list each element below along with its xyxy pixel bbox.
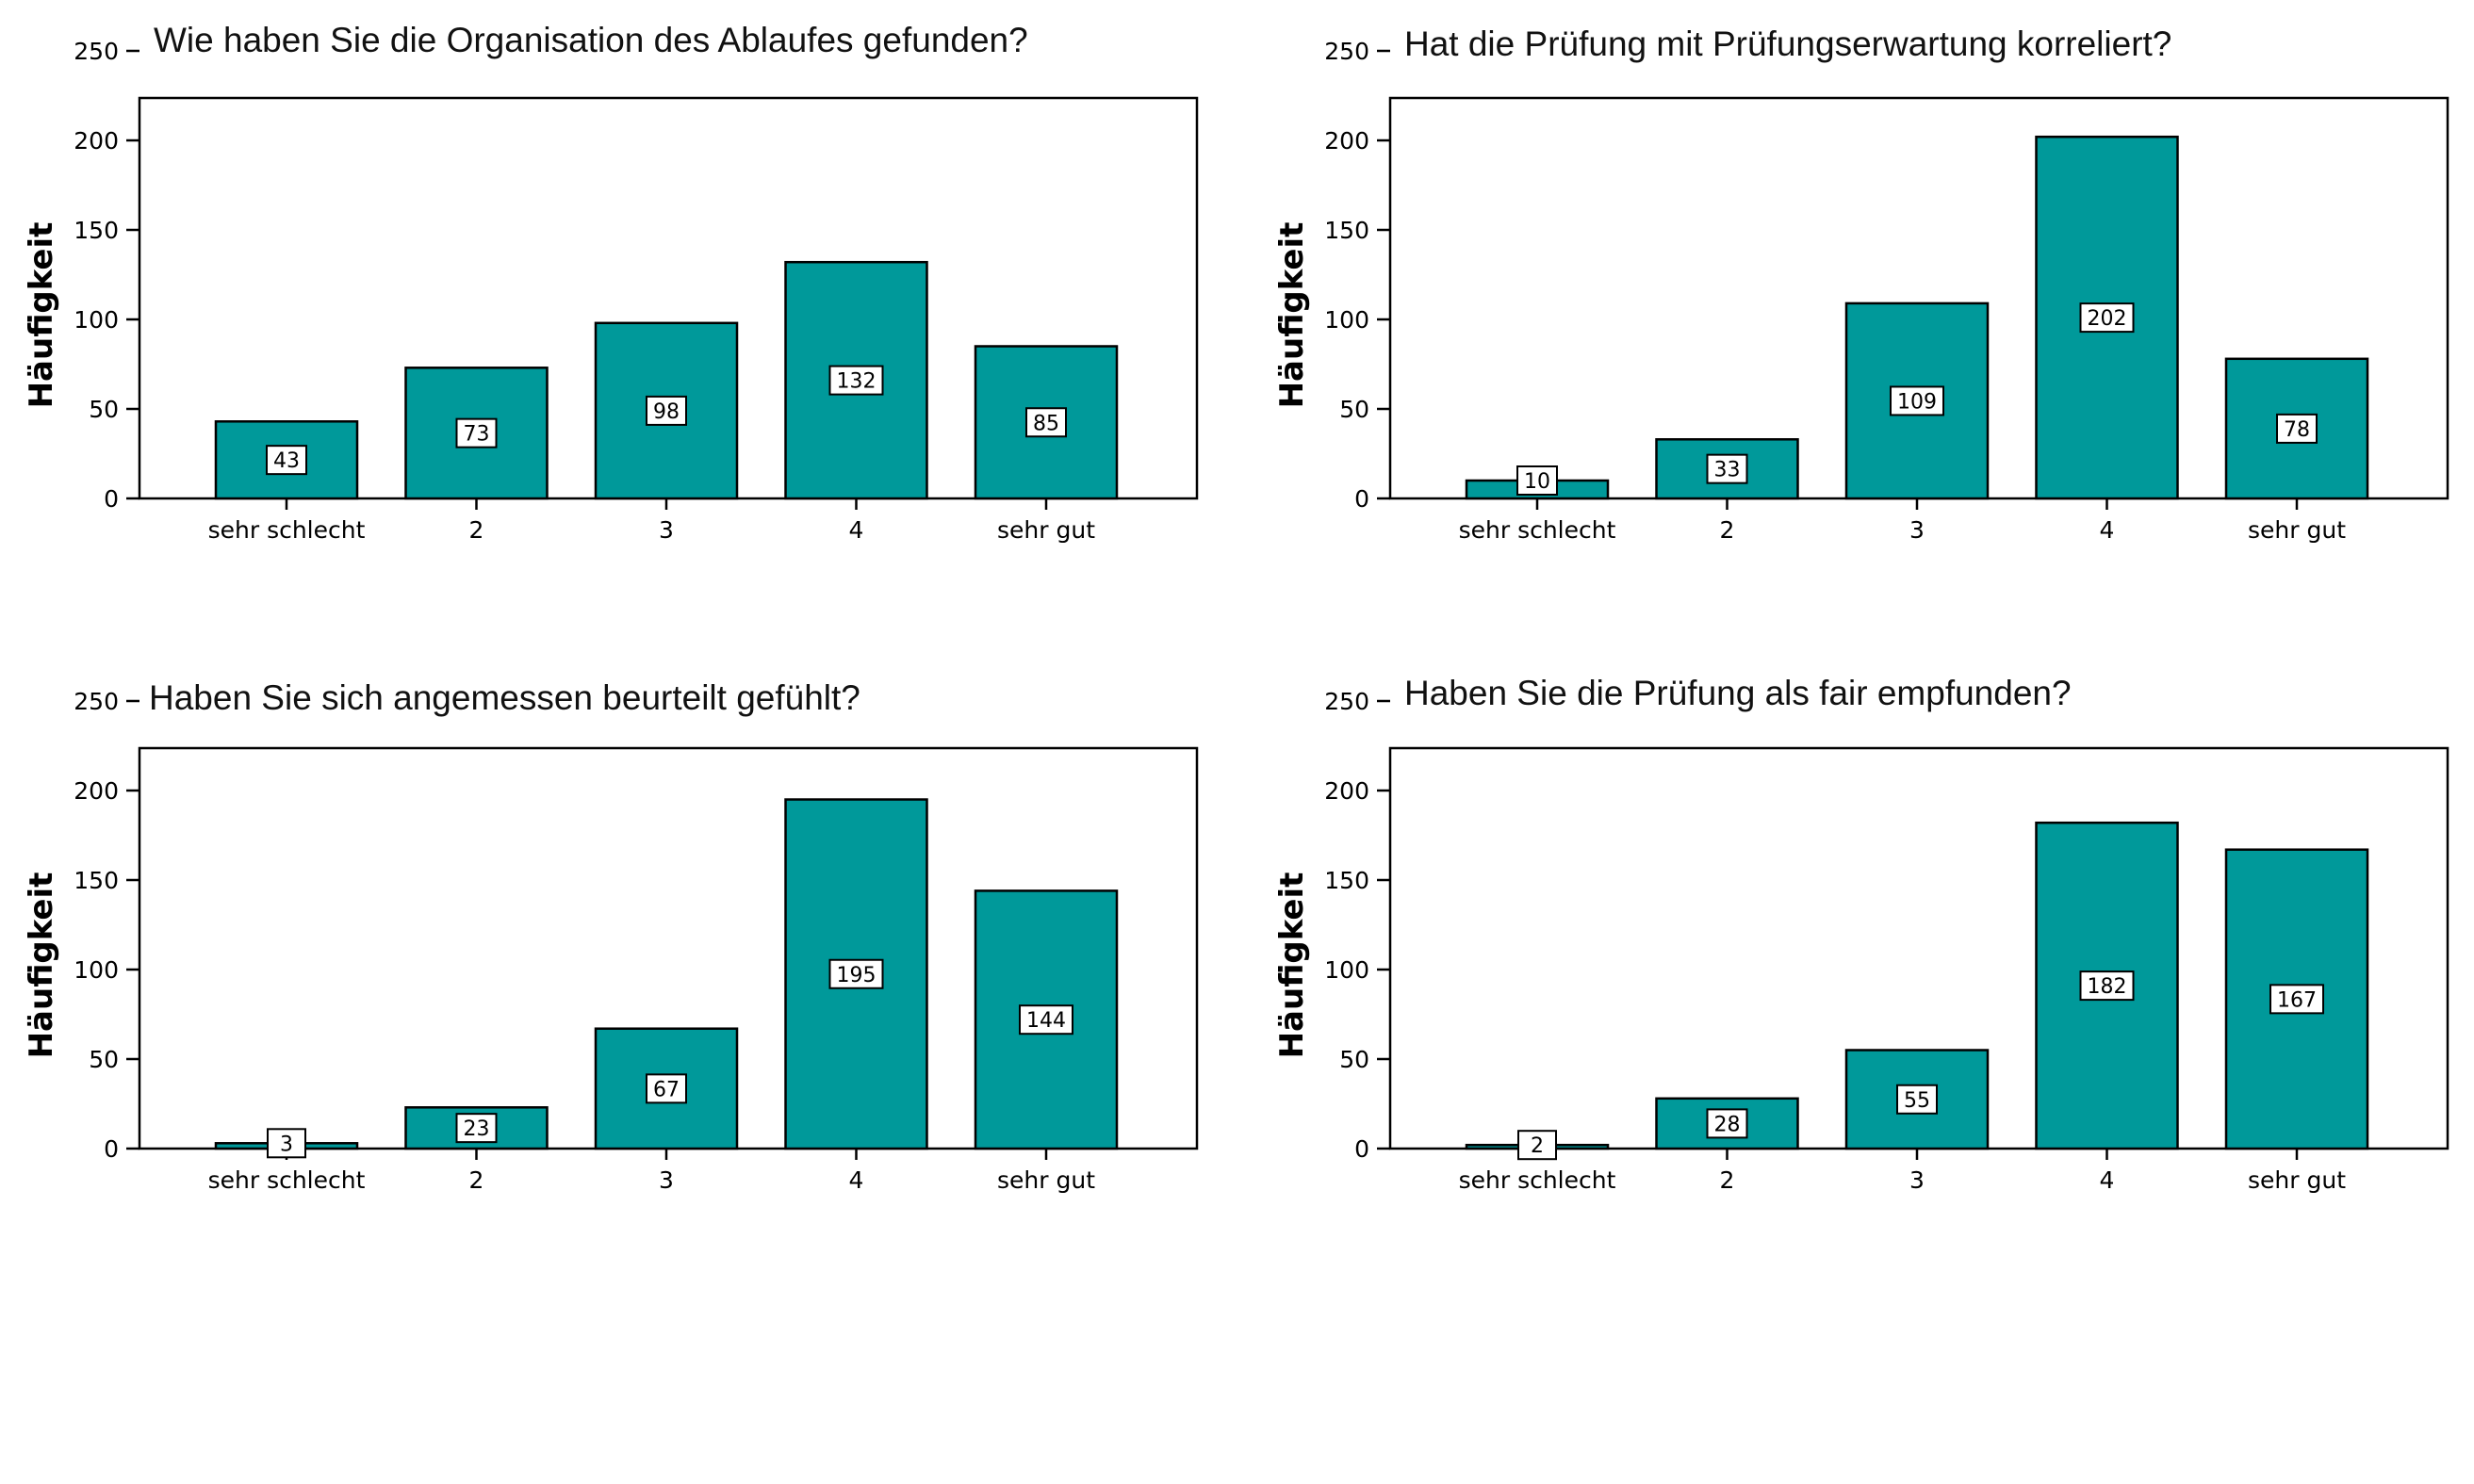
chart-title: Wie haben Sie die Organisation des Ablau… [154, 21, 1028, 59]
chart-title: Haben Sie sich angemessen beurteilt gefü… [149, 678, 860, 717]
y-tick-label: 100 [1324, 956, 1369, 984]
x-tick-label: sehr gut [2248, 1166, 2346, 1194]
y-tick-label: 200 [1324, 777, 1369, 805]
y-tick-label: 100 [74, 306, 119, 334]
data-label: 10 [1524, 470, 1550, 494]
data-label: 167 [2277, 988, 2317, 1012]
data-label-box [1516, 465, 1558, 496]
x-tick-label: 4 [2100, 516, 2115, 544]
y-axis-label: Häufigkeit [1273, 872, 1311, 1059]
bar-chart: 0 50 100 150 200 250 Häufigkeit sehr schlecht 2 2… [1273, 688, 2449, 1194]
y-tick-label: 0 [1354, 1135, 1369, 1163]
data-label-box [2276, 413, 2318, 444]
data-label: 78 [2284, 418, 2310, 442]
data-label-box [1025, 407, 1067, 438]
data-label: 85 [1033, 412, 1059, 435]
data-label: 33 [1714, 459, 1741, 482]
data-label: 195 [837, 964, 877, 987]
y-tick-label: 200 [1324, 127, 1369, 155]
x-tick-label: 3 [1909, 516, 1925, 544]
y-tick-label: 50 [89, 396, 119, 423]
x-tick-label: 2 [1720, 516, 1735, 544]
y-tick-label: 50 [1339, 1046, 1369, 1073]
y-tick-label: 250 [74, 688, 119, 715]
y-axis-label: Häufigkeit [23, 872, 60, 1059]
x-tick-label: sehr schlecht [1459, 516, 1616, 544]
x-tick-label: sehr gut [997, 516, 1095, 544]
y-tick-label: 100 [1324, 306, 1369, 334]
x-tick-label: sehr gut [2248, 516, 2346, 544]
y-axis-label: Häufigkeit [23, 222, 60, 409]
y-tick-label: 150 [74, 217, 119, 244]
chart-title: Haben Sie die Prüfung als fair empfunden… [1404, 674, 2072, 712]
data-label: 43 [273, 449, 300, 473]
data-label-box [1706, 1108, 1748, 1139]
data-label-box [1019, 1004, 1073, 1036]
x-tick-label: 4 [2100, 1166, 2115, 1194]
data-label: 55 [1904, 1089, 1930, 1113]
bar-chart: 0 50 100 150 200 250 Häufigkeit sehr schlecht 10… [1273, 38, 2449, 544]
y-tick-label: 0 [1354, 485, 1369, 513]
y-tick-label: 0 [104, 485, 119, 513]
x-tick-label: 3 [659, 516, 674, 544]
data-label-box [2079, 302, 2135, 334]
data-label: 98 [653, 400, 680, 424]
x-tick-label: 3 [1909, 1166, 1925, 1194]
y-tick-label: 200 [74, 127, 119, 155]
data-label: 109 [1897, 390, 1937, 414]
data-label: 202 [2088, 307, 2127, 331]
x-tick-label: sehr schlecht [208, 1166, 366, 1194]
data-label: 144 [1026, 1009, 1066, 1033]
data-label-box [455, 417, 498, 448]
y-tick-label: 250 [1324, 38, 1369, 65]
data-label-box [828, 958, 884, 989]
data-label: 28 [1714, 1113, 1741, 1136]
y-tick-label: 250 [1324, 688, 1369, 715]
y-tick-label: 150 [1324, 867, 1369, 894]
data-label-box [2269, 984, 2324, 1015]
y-tick-label: 150 [1324, 217, 1369, 244]
data-label: 2 [1531, 1134, 1544, 1158]
data-label-box [266, 445, 307, 476]
data-label-box [1706, 453, 1748, 484]
x-tick-label: 4 [849, 516, 864, 544]
data-label: 3 [280, 1133, 293, 1156]
bar-chart: 0 50 100 150 200 250 Häufigkeit sehr schlecht 3 2… [23, 688, 1199, 1194]
x-tick-label: 3 [659, 1166, 674, 1194]
y-tick-label: 150 [74, 867, 119, 894]
y-tick-label: 0 [104, 1135, 119, 1163]
data-label: 132 [837, 370, 877, 394]
y-tick-label: 50 [89, 1046, 119, 1073]
data-label-box [1896, 1084, 1938, 1115]
data-label: 182 [2088, 975, 2127, 999]
data-label-box [828, 365, 884, 396]
y-tick-label: 50 [1339, 396, 1369, 423]
data-label-box [455, 1113, 498, 1144]
x-tick-label: 2 [469, 1166, 484, 1194]
x-tick-label: sehr gut [997, 1166, 1095, 1194]
x-tick-label: 4 [849, 1166, 864, 1194]
x-tick-label: sehr schlecht [208, 516, 366, 544]
data-label-box [646, 1073, 687, 1104]
data-label: 23 [464, 1117, 490, 1141]
data-label-box [1517, 1130, 1557, 1161]
x-tick-label: 2 [469, 516, 484, 544]
y-axis-label: Häufigkeit [1273, 222, 1311, 409]
data-label-box [267, 1128, 306, 1159]
data-label-box [1890, 385, 1944, 416]
y-tick-label: 200 [74, 777, 119, 805]
y-tick-label: 250 [74, 38, 119, 65]
x-tick-label: sehr schlecht [1459, 1166, 1616, 1194]
y-tick-label: 100 [74, 956, 119, 984]
data-label: 73 [464, 423, 490, 447]
data-label-box [646, 395, 687, 426]
x-tick-label: 2 [1720, 1166, 1735, 1194]
data-label: 67 [653, 1078, 680, 1101]
chart-title: Hat die Prüfung mit Prüfungserwartung ko… [1404, 24, 2172, 63]
data-label-box [2079, 970, 2135, 1002]
